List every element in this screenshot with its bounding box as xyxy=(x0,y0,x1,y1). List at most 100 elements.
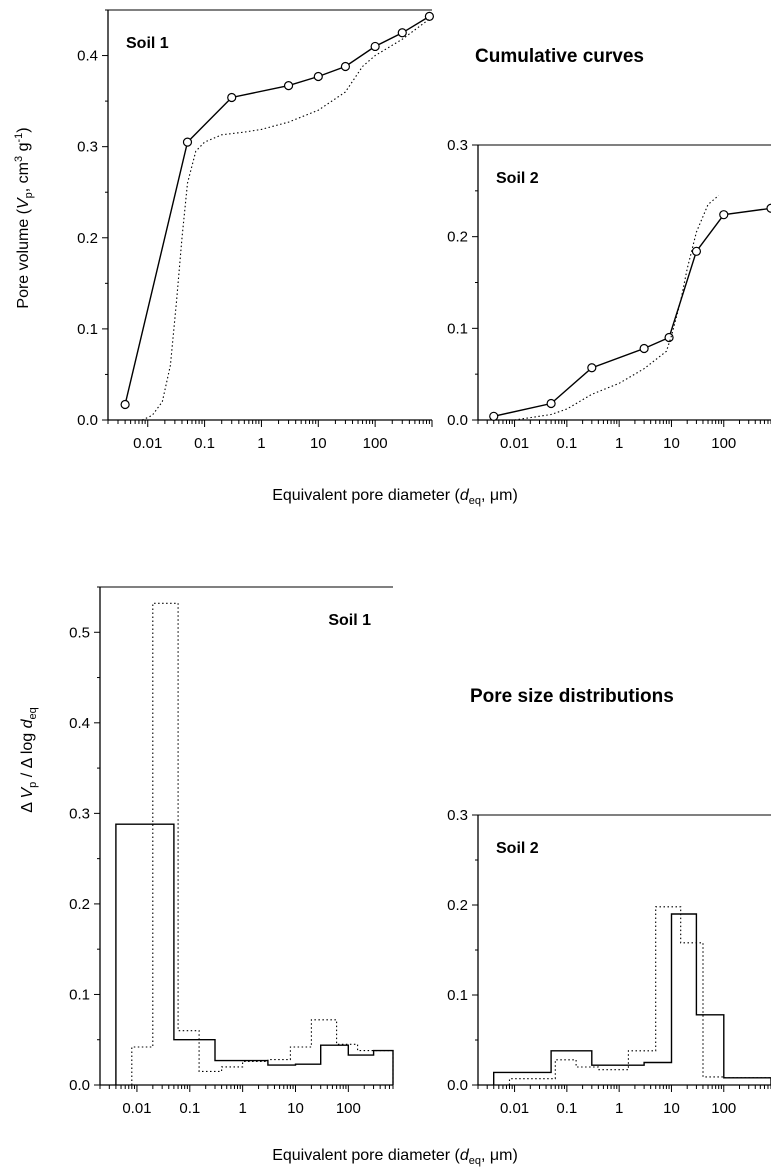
dist-xlabel-part2: eq xyxy=(469,1155,481,1167)
data-point-marker xyxy=(664,332,674,343)
soil-label-soil2: Soil 2 xyxy=(496,840,539,857)
dist-ylabel-part0: Δ xyxy=(19,799,36,813)
data-point-marker xyxy=(120,399,130,410)
dist-ylabel-part5: eq xyxy=(27,707,39,719)
solid-series-line xyxy=(124,15,430,405)
y-tick-label: 0.1 xyxy=(77,321,98,338)
y-tick-label: 0.4 xyxy=(69,715,90,732)
y-tick-label: 0.2 xyxy=(77,230,98,247)
y-tick-label: 0.3 xyxy=(447,137,468,154)
dotted-series-line xyxy=(508,906,771,1085)
dist-xlabel-part1: d xyxy=(460,1147,470,1164)
cum-ylabel-part4: 3 xyxy=(13,156,25,162)
y-tick-label: 0.3 xyxy=(447,807,468,824)
y-tick-label: 0.3 xyxy=(77,139,98,156)
data-point-marker xyxy=(283,81,294,91)
x-tick-label: 0.01 xyxy=(500,435,529,452)
cumulative-x-axis-label: Equivalent pore diameter (deq, μm) xyxy=(272,487,518,507)
cum-xlabel-part0: Equivalent pore diameter ( xyxy=(272,487,460,504)
x-tick-label: 1 xyxy=(238,1100,246,1117)
data-point-marker xyxy=(340,61,351,72)
cumulative-y-axis-label: Pore volume (Vp, cm3 g-1) xyxy=(13,127,35,308)
dist-ylabel-part4: d xyxy=(19,718,36,728)
cumulative-soil2-panel: 0.0 0.1 0.2 0.3 0.01 0.1 1 10 100 Soil 2 xyxy=(447,137,771,452)
cum-xlabel-part2: eq xyxy=(469,495,481,507)
dist-ylabel-part1: V xyxy=(19,787,36,799)
y-tick-label: 0.0 xyxy=(447,412,468,429)
y-tick-label: 0.0 xyxy=(77,412,98,429)
data-point-marker xyxy=(182,137,193,147)
data-point-marker xyxy=(370,41,380,52)
data-point-marker xyxy=(639,343,649,354)
cum-ylabel-part0: Pore volume ( xyxy=(15,208,32,308)
cum-ylabel-part6: -1 xyxy=(13,133,25,143)
y-tick-label: 0.1 xyxy=(447,320,468,337)
dist-xlabel-part3: , μm) xyxy=(481,1147,518,1164)
x-tick-label: 100 xyxy=(711,1100,736,1117)
cumulative-soil1-panel: 0.0 0.1 0.2 0.3 0.4 0.01 0.1 1 10 100 Soil 1 xyxy=(77,9,434,452)
x-tick-label: 10 xyxy=(663,435,680,452)
x-tick-label: 0.1 xyxy=(179,1100,200,1117)
data-point-marker xyxy=(691,246,702,256)
x-tick-label: 0.1 xyxy=(556,1100,577,1117)
y-tick-label: 0.5 xyxy=(69,624,90,641)
dist-xlabel-part0: Equivalent pore diameter ( xyxy=(272,1147,460,1164)
data-point-marker xyxy=(766,203,771,213)
data-point-marker xyxy=(489,411,499,421)
x-tick-label: 100 xyxy=(711,435,736,452)
y-tick-label: 0.2 xyxy=(447,229,468,246)
cum-ylabel-part2: p xyxy=(23,192,35,198)
x-tick-label: 10 xyxy=(663,1100,680,1117)
x-tick-label: 0.1 xyxy=(556,435,577,452)
soil-label-soil2: Soil 2 xyxy=(496,170,539,187)
data-point-marker xyxy=(546,398,556,409)
cum-xlabel-part3: , μm) xyxy=(481,487,518,504)
x-tick-label: 0.01 xyxy=(500,1100,529,1117)
dotted-series-line xyxy=(131,602,394,1085)
x-tick-label: 1 xyxy=(615,1100,623,1117)
y-tick-label: 0.0 xyxy=(69,1077,90,1094)
cum-ylabel-part7: ) xyxy=(15,127,32,132)
x-tick-label: 100 xyxy=(336,1100,361,1117)
y-tick-label: 0.2 xyxy=(447,897,468,914)
x-tick-label: 0.01 xyxy=(133,435,162,452)
y-tick-label: 0.2 xyxy=(69,896,90,913)
data-point-marker xyxy=(719,210,729,220)
solid-series-line xyxy=(115,823,394,1085)
x-tick-label: 0.1 xyxy=(194,435,215,452)
cum-ylabel-part1: V xyxy=(15,197,32,209)
dist-ylabel-part2: p xyxy=(27,782,39,788)
x-tick-label: 100 xyxy=(363,435,388,452)
x-tick-label: 10 xyxy=(310,435,327,452)
data-point-marker xyxy=(424,11,434,21)
distribution-soil2-panel: 0.0 0.1 0.2 0.3 0.01 0.1 1 10 100 Soil 2 xyxy=(447,807,771,1117)
soil-label-soil1: Soil 1 xyxy=(126,35,169,52)
distribution-title: Pore size distributions xyxy=(470,686,674,707)
y-tick-label: 0.4 xyxy=(77,48,98,65)
y-tick-label: 0.1 xyxy=(69,986,90,1003)
distribution-y-axis-label: Δ Vp / Δ log deq xyxy=(19,707,39,813)
y-tick-label: 0.3 xyxy=(69,805,90,822)
data-point-marker xyxy=(397,28,407,38)
x-tick-label: 0.01 xyxy=(122,1100,151,1117)
data-point-marker xyxy=(587,363,597,373)
data-point-marker xyxy=(227,92,237,103)
x-tick-label: 1 xyxy=(615,435,623,452)
soil-label-soil1: Soil 1 xyxy=(328,612,371,629)
x-tick-label: 1 xyxy=(257,435,265,452)
dotted-series-line xyxy=(141,18,430,421)
cum-xlabel-part1: d xyxy=(460,487,470,504)
dist-ylabel-part3: / Δ log xyxy=(19,728,36,781)
cum-ylabel-part5: g xyxy=(15,143,32,156)
solid-series-line xyxy=(493,207,771,417)
distribution-x-axis-label: Equivalent pore diameter (deq, μm) xyxy=(272,1147,518,1167)
distribution-soil1-panel: 0.0 0.1 0.2 0.3 0.4 0.5 0.01 0.1 1 10 100 Soil 1 xyxy=(69,586,394,1117)
x-tick-label: 10 xyxy=(287,1100,304,1117)
solid-series-line xyxy=(493,913,771,1085)
cum-ylabel-part3: , cm xyxy=(15,162,32,192)
y-tick-label: 0.1 xyxy=(447,987,468,1004)
data-point-marker xyxy=(313,71,323,82)
cumulative-title: Cumulative curves xyxy=(475,46,644,67)
y-tick-label: 0.0 xyxy=(447,1077,468,1094)
